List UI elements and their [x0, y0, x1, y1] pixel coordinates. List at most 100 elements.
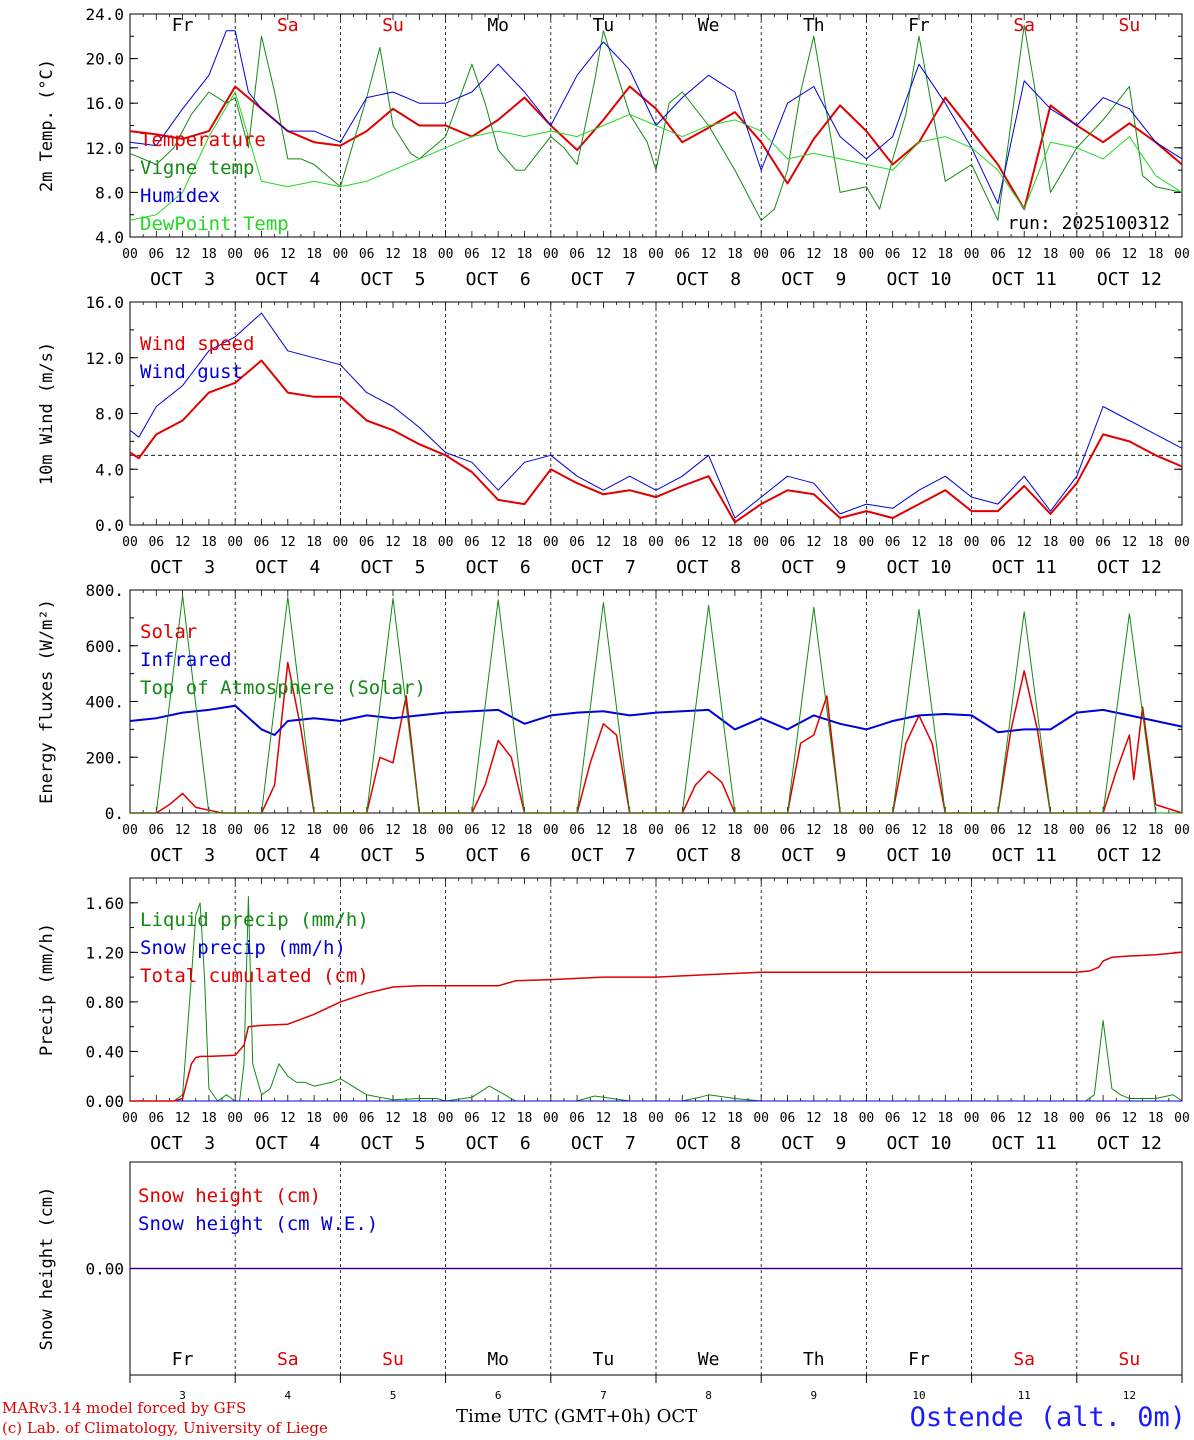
hour-label: 06 [148, 823, 164, 838]
date-label: OCT 3 [150, 845, 215, 866]
hour-label: 06 [674, 1111, 690, 1126]
date-label: OCT 11 [992, 557, 1057, 578]
hour-label: 00 [1069, 247, 1085, 262]
legend-entry: DewPoint Temp [140, 213, 289, 235]
hour-label: 00 [1174, 1111, 1190, 1126]
hour-label: 12 [701, 247, 717, 262]
legend-entry: Wind gust [140, 361, 243, 383]
hour-label: 00 [1174, 247, 1190, 262]
weekday-label: Sa [1013, 1349, 1035, 1370]
hour-label: 12 [911, 1111, 927, 1126]
hour-label: 18 [517, 1111, 533, 1126]
hour-label: 00 [227, 823, 243, 838]
hour-label: 18 [306, 823, 322, 838]
hour-label: 12 [701, 823, 717, 838]
legend-entry: Infrared [140, 649, 232, 671]
hour-label: 18 [1043, 1111, 1059, 1126]
hour-label: 12 [806, 535, 822, 550]
date-label: OCT 8 [676, 845, 741, 866]
hour-label: 06 [990, 1111, 1006, 1126]
hour-label: 06 [359, 535, 375, 550]
y-tick-label: 12.0 [85, 139, 124, 158]
hour-label: 18 [622, 1111, 638, 1126]
x-axis-title: Time UTC (GMT+0h) OCT [456, 1406, 697, 1427]
date-label: OCT 8 [676, 269, 741, 290]
hour-label: 12 [701, 1111, 717, 1126]
hour-label: 06 [464, 535, 480, 550]
panel-wind: 0.0 4.0 8.0 12.0 16.0 10m Wind (m/s) Wind spee… [37, 293, 1190, 578]
weekday-label: Su [1119, 15, 1141, 36]
weekday-label: Fr [908, 15, 930, 36]
hour-label: 18 [727, 1111, 743, 1126]
date-label: OCT 7 [571, 557, 636, 578]
hour-label: 06 [254, 535, 270, 550]
hour-label: 12 [596, 247, 612, 262]
hour-label: 00 [333, 535, 349, 550]
y-tick-label: 600. [85, 637, 124, 656]
y-tick-label: 4.0 [95, 228, 124, 247]
hour-label: 00 [333, 1111, 349, 1126]
date-label: OCT 5 [360, 1133, 425, 1154]
hour-label: 00 [753, 1111, 769, 1126]
y-axis-label: Precip (mm/h) [37, 923, 57, 1056]
date-label: OCT 11 [992, 845, 1057, 866]
legend-entry: Liquid precip (mm/h) [140, 909, 369, 931]
y-tick-label: 1.60 [85, 894, 124, 913]
weekday-label: Su [382, 15, 404, 36]
hour-label: 00 [648, 823, 664, 838]
hour-label: 06 [1095, 535, 1111, 550]
hour-label: 18 [622, 535, 638, 550]
hour-label: 12 [1016, 247, 1032, 262]
panel-precip: 0.00 0.40 0.80 1.20 1.60 Precip (mm/h) Liquid … [37, 877, 1190, 1154]
hour-label: 00 [227, 247, 243, 262]
date-label: OCT 4 [255, 557, 320, 578]
legend-entry: Vigne temp [140, 157, 254, 179]
hour-label: 12 [175, 535, 191, 550]
day-number-label: 5 [390, 1389, 397, 1402]
hour-label: 06 [885, 1111, 901, 1126]
hour-label: 00 [122, 823, 138, 838]
hour-label: 00 [859, 823, 875, 838]
hour-label: 00 [543, 1111, 559, 1126]
hour-label: 06 [780, 1111, 796, 1126]
y-tick-label: 8.0 [95, 183, 124, 202]
hour-label: 00 [753, 535, 769, 550]
hour-label: 12 [596, 1111, 612, 1126]
panel-snow: 0.00 Snow height (cm) Snow height (cm) Snow… [37, 1161, 1183, 1402]
hour-label: 06 [148, 1111, 164, 1126]
hour-label: 12 [1016, 1111, 1032, 1126]
hour-label: 00 [964, 535, 980, 550]
hour-label: 12 [385, 823, 401, 838]
hour-label: 00 [543, 823, 559, 838]
hour-label: 00 [1069, 823, 1085, 838]
hour-label: 12 [1016, 823, 1032, 838]
hour-label: 00 [1069, 535, 1085, 550]
hour-label: 00 [1174, 823, 1190, 838]
hour-label: 00 [648, 1111, 664, 1126]
date-label: OCT 7 [571, 269, 636, 290]
legend-entry: Total cumulated (cm) [140, 965, 369, 987]
hour-label: 18 [727, 823, 743, 838]
weekday-label: Sa [277, 15, 299, 36]
hour-label: 12 [280, 823, 296, 838]
hour-label: 00 [1069, 1111, 1085, 1126]
series-humidex [129, 30, 1183, 205]
hour-label: 12 [175, 247, 191, 262]
hour-label: 06 [359, 823, 375, 838]
hour-label: 00 [438, 247, 454, 262]
day-number-label: 8 [705, 1389, 712, 1402]
date-label: OCT 11 [992, 1133, 1057, 1154]
day-number-label: 7 [600, 1389, 607, 1402]
hour-label: 00 [753, 247, 769, 262]
y-tick-label: 400. [85, 693, 124, 712]
date-label: OCT 9 [781, 1133, 846, 1154]
legend-entry: Top of Atmosphere (Solar) [140, 677, 426, 699]
hour-label: 06 [780, 535, 796, 550]
hour-label: 18 [411, 823, 427, 838]
hour-label: 18 [937, 823, 953, 838]
date-label: OCT 10 [886, 1133, 951, 1154]
panel-energy: 0. 200. 400. 600. 800. Energy fluxes (W/m²) So… [37, 581, 1190, 866]
model-credit: MARv3.14 model forced by GFS [2, 1399, 247, 1417]
hour-label: 00 [543, 247, 559, 262]
